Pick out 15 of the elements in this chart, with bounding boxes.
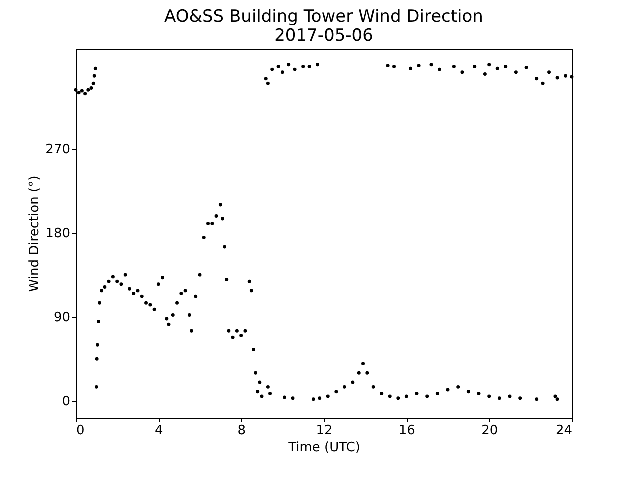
x-tick-label: 12 [316,424,333,438]
y-tick-label: 270 [46,142,70,158]
y-tick-label: 0 [62,394,70,410]
y-axis-title: Wind Direction (°) [28,176,43,292]
x-tick-label: 16 [398,424,416,438]
x-axis-title: Time (UTC) [288,440,360,456]
x-tick-label: 24 [556,424,572,438]
y-tick-label: 90 [54,310,70,326]
x-tick-label: 0 [76,424,85,438]
x-tick-label: 4 [155,424,164,438]
y-tick-label: 180 [46,226,70,242]
x-tick-label: 8 [238,424,246,438]
chart-subtitle: 2017-05-06 [274,26,374,46]
x-tick-label: 20 [482,424,498,438]
chart-title: AO&SS Building Tower Wind Direction [164,7,484,27]
